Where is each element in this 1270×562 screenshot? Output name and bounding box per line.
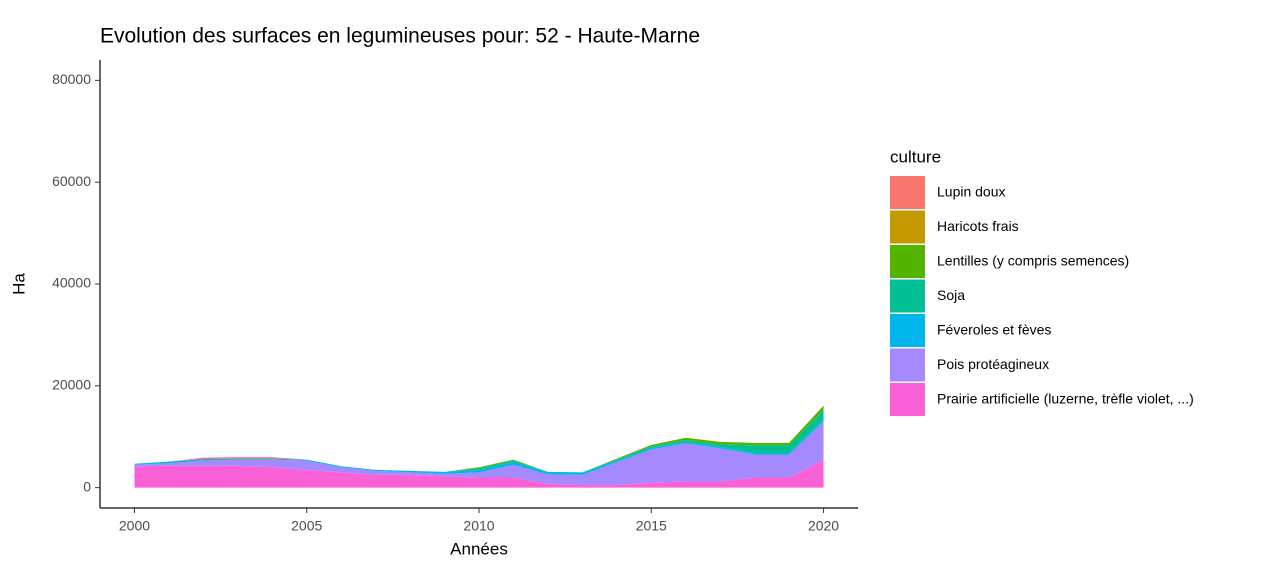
legend-key	[890, 245, 925, 278]
area	[134, 405, 824, 473]
y-tick-label: 40000	[52, 275, 91, 291]
y-tick-label: 80000	[52, 71, 91, 87]
legend-title: culture	[890, 147, 941, 166]
chart-title: Evolution des surfaces en legumineuses p…	[100, 25, 700, 48]
area	[134, 459, 824, 488]
legend-label: Haricots frais	[937, 218, 1019, 234]
y-tick-label: 0	[83, 478, 91, 494]
area	[134, 421, 824, 486]
area	[134, 409, 824, 473]
legend-key	[890, 176, 925, 209]
legend-label: Lupin doux	[937, 184, 1006, 200]
x-tick-label: 2020	[808, 518, 839, 534]
x-tick-label: 2005	[291, 518, 322, 534]
x-tick-label: 2010	[463, 518, 494, 534]
x-tick-label: 2015	[636, 518, 667, 534]
legend-label: Pois protéagineux	[937, 356, 1049, 372]
legend-label: Soja	[937, 287, 965, 303]
y-tick-label: 60000	[52, 173, 91, 189]
legend-label: Lentilles (y compris semences)	[937, 253, 1129, 269]
legend-key	[890, 348, 925, 382]
y-tick-label: 20000	[52, 377, 91, 393]
legend-label: Féveroles et fèves	[937, 322, 1051, 338]
legend-key	[890, 314, 925, 347]
legend-key	[890, 279, 925, 313]
legend-label: Prairie artificielle (luzerne, trèfle vi…	[937, 391, 1194, 407]
x-tick-label: 2000	[119, 518, 150, 534]
x-axis-label: Années	[450, 539, 508, 558]
legend-key	[890, 383, 925, 416]
legend-key	[890, 210, 925, 244]
y-axis-label: Ha	[9, 273, 28, 295]
